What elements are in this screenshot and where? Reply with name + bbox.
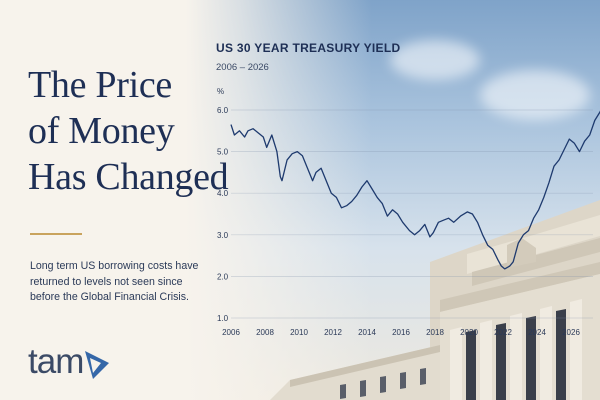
y-tick-label: 3.0 <box>217 231 229 240</box>
tam-logo: tam <box>28 342 110 381</box>
headline: The Price of Money Has Changed <box>28 64 229 198</box>
chart-title: US 30 YEAR TREASURY YIELD <box>216 41 401 55</box>
x-tick-label: 2016 <box>392 328 410 337</box>
x-tick-label: 2018 <box>426 328 444 337</box>
x-tick-label: 2020 <box>460 328 478 337</box>
tam-chevron-mark-icon <box>85 350 110 379</box>
x-tick-label: 2006 <box>222 328 240 337</box>
logo-text: tam <box>28 342 84 381</box>
y-tick-label: 4.0 <box>217 189 229 198</box>
chart-subtitle: 2006 – 2026 <box>216 62 269 73</box>
y-tick-label: 2.0 <box>217 272 229 281</box>
y-axis-unit-label: % <box>217 87 224 96</box>
y-tick-label: 1.0 <box>217 314 229 323</box>
y-tick-label: 6.0 <box>217 106 229 115</box>
axis-labels: 1.0 2.0 3.0 4.0 5.0 6.0% 2006 2008 2010 2012 2014 2… <box>217 87 580 337</box>
y-tick-label: 5.0 <box>217 148 229 157</box>
x-tick-label: 2026 <box>562 328 580 337</box>
gold-divider <box>30 233 82 235</box>
x-tick-label: 2012 <box>324 328 342 337</box>
x-tick-label: 2014 <box>358 328 376 337</box>
x-tick-label: 2008 <box>256 328 274 337</box>
series-line <box>230 110 600 270</box>
x-tick-label: 2024 <box>528 328 546 337</box>
x-tick-label: 2010 <box>290 328 308 337</box>
blurb-text: Long term US borrowing costs have return… <box>30 260 199 304</box>
x-tick-label: 2022 <box>494 328 512 337</box>
grid <box>231 109 593 319</box>
